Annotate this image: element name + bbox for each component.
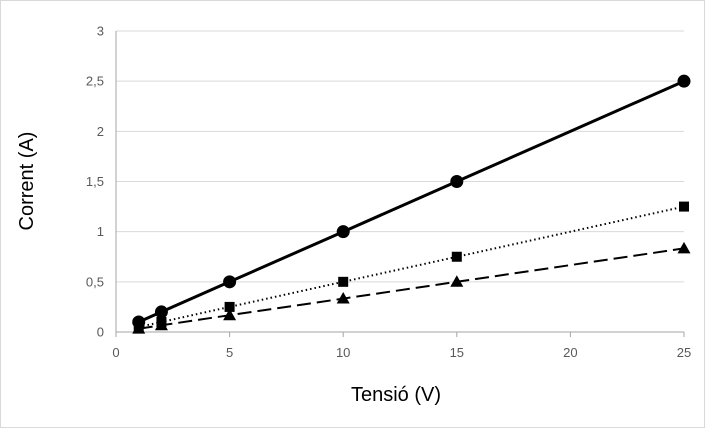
- series-0: [132, 74, 691, 329]
- series-2: [132, 241, 691, 334]
- y-tick-label-0: 0: [97, 325, 104, 340]
- series-2-point-2: [223, 308, 237, 321]
- axes: [115, 31, 685, 337]
- series-2-line: [138, 247, 685, 330]
- x-tick-labels: 0 5 10 15 20 25: [112, 345, 691, 360]
- y-axis-title: Corrent (A): [16, 132, 38, 231]
- series-1-point-4: [451, 251, 462, 262]
- series-1-point-3: [338, 276, 349, 287]
- x-axis-title: Tensió (V): [351, 384, 441, 406]
- x-tick-label-4: 20: [563, 345, 577, 360]
- series-layer: [132, 74, 691, 334]
- x-tick-label-3: 15: [450, 345, 464, 360]
- x-tick-label-5: 25: [677, 345, 691, 360]
- series-1: [133, 201, 689, 332]
- series-2-point-0: [132, 322, 146, 334]
- series-1-line: [138, 205, 685, 328]
- series-1-point-5: [679, 201, 689, 212]
- series-0-point-5: [677, 74, 691, 88]
- series-0-point-4: [450, 175, 464, 188]
- y-tick-label-5: 2,5: [86, 74, 104, 89]
- series-2-point-3: [336, 291, 350, 304]
- series-1-point-2: [224, 301, 235, 312]
- x-tick-label-2: 10: [336, 345, 350, 360]
- y-tick-label-2: 1: [97, 224, 104, 239]
- x-tick-label-1: 5: [226, 345, 233, 360]
- series-2-point-4: [450, 275, 464, 287]
- x-tick-label-0: 0: [112, 345, 119, 360]
- y-tick-label-1: 0,5: [86, 274, 104, 289]
- series-0-line: [138, 79, 685, 324]
- series-0-point-3: [336, 225, 350, 239]
- y-tick-label-4: 2: [97, 124, 104, 139]
- y-tick-label-3: 1,5: [86, 174, 104, 189]
- series-0-point-1: [154, 305, 168, 319]
- series-0-point-2: [223, 275, 237, 289]
- series-2-point-5: [677, 241, 691, 254]
- series-2-point-1: [154, 318, 168, 331]
- y-tick-label-6: 3: [97, 24, 104, 39]
- y-tick-labels: 0 0,5 1 1,5 2 2,5 3: [86, 24, 104, 340]
- gridlines: [116, 30, 684, 283]
